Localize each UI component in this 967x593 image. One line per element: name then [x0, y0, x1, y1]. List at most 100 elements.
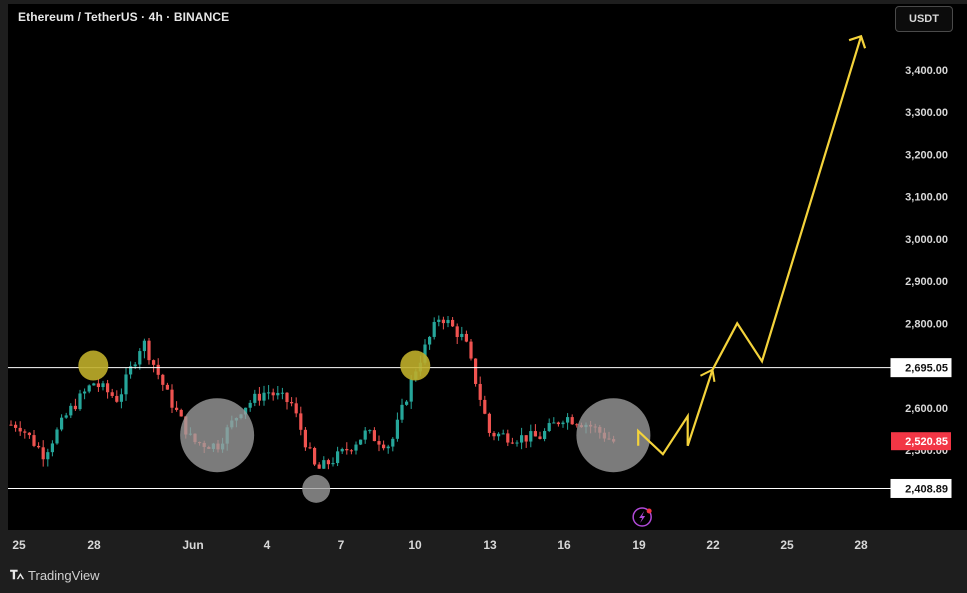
candle-body[interactable] [156, 364, 160, 375]
candle-body[interactable] [9, 424, 13, 426]
candle-body[interactable] [492, 432, 496, 437]
currency-button[interactable]: USDT [895, 6, 953, 32]
yellow-circle-marker[interactable] [78, 350, 109, 381]
candle-body[interactable] [556, 422, 560, 425]
candle-body[interactable] [446, 319, 450, 324]
candle-body[interactable] [133, 364, 137, 367]
candle-body[interactable] [73, 405, 77, 410]
candle-body[interactable] [326, 460, 330, 465]
candle-body[interactable] [46, 452, 50, 460]
candle-body[interactable] [349, 450, 353, 452]
candle-body[interactable] [377, 441, 381, 445]
candle-body[interactable] [524, 435, 528, 442]
candle-body[interactable] [464, 333, 468, 342]
candle-body[interactable] [152, 360, 156, 365]
candle-body[interactable] [552, 422, 556, 424]
candle-body[interactable] [253, 393, 257, 403]
candle-body[interactable] [271, 392, 275, 396]
candle-body[interactable] [23, 431, 27, 433]
candle-body[interactable] [515, 442, 519, 444]
candle-body[interactable] [570, 417, 574, 425]
candle-body[interactable] [276, 392, 280, 396]
candle-body[interactable] [60, 417, 64, 430]
candle-body[interactable] [405, 401, 409, 405]
candle-body[interactable] [566, 417, 570, 423]
candle-body[interactable] [14, 424, 18, 428]
candle-body[interactable] [115, 395, 119, 402]
candle-body[interactable] [395, 419, 399, 439]
candle-body[interactable] [469, 341, 473, 359]
candle-body[interactable] [175, 407, 179, 410]
candle-body[interactable] [32, 435, 36, 446]
candle-body[interactable] [372, 430, 376, 442]
candle-body[interactable] [506, 433, 510, 443]
candle-body[interactable] [303, 429, 307, 448]
candle-body[interactable] [55, 429, 59, 444]
candle-body[interactable] [483, 399, 487, 414]
candle-body[interactable] [129, 366, 133, 375]
candle-body[interactable] [322, 460, 326, 469]
candle-body[interactable] [497, 433, 501, 437]
candle-body[interactable] [478, 383, 482, 400]
candle-body[interactable] [428, 336, 432, 345]
candle-body[interactable] [533, 431, 537, 437]
candle-body[interactable] [391, 438, 395, 447]
candle-body[interactable] [340, 448, 344, 452]
candle-body[interactable] [244, 407, 248, 415]
candle-body[interactable] [382, 444, 386, 449]
candle-body[interactable] [170, 389, 174, 408]
candle-body[interactable] [487, 413, 491, 433]
candle-body[interactable] [547, 423, 551, 431]
candle-body[interactable] [336, 451, 340, 464]
candle-body[interactable] [87, 385, 91, 392]
candle-body[interactable] [538, 436, 542, 439]
candle-body[interactable] [41, 447, 45, 460]
gray-circle-marker[interactable] [302, 474, 331, 503]
footer-brand[interactable]: 𝐓∧ TradingView [10, 566, 100, 584]
candle-body[interactable] [368, 430, 372, 432]
candle-body[interactable] [561, 422, 565, 425]
candle-body[interactable] [37, 445, 41, 448]
candle-body[interactable] [432, 321, 436, 337]
candle-body[interactable] [299, 413, 303, 430]
candle-body[interactable] [345, 448, 349, 451]
candle-body[interactable] [165, 384, 169, 390]
candle-body[interactable] [354, 444, 358, 451]
candle-body[interactable] [92, 383, 96, 386]
candle-body[interactable] [262, 392, 266, 401]
candle-body[interactable] [280, 392, 284, 394]
candle-body[interactable] [83, 391, 87, 394]
candle-body[interactable] [510, 442, 514, 444]
candle-body[interactable] [161, 374, 165, 385]
candle-body[interactable] [575, 424, 579, 426]
candle-body[interactable] [285, 392, 289, 403]
candle-body[interactable] [69, 405, 73, 416]
gray-circle-marker[interactable] [180, 398, 255, 473]
candle-body[interactable] [331, 463, 335, 465]
candle-body[interactable] [179, 409, 183, 417]
candle-body[interactable] [409, 379, 413, 402]
candle-body[interactable] [451, 319, 455, 327]
gray-circle-marker[interactable] [576, 398, 651, 473]
candle-body[interactable] [119, 394, 123, 402]
candle-body[interactable] [96, 383, 100, 388]
candle-body[interactable] [317, 464, 321, 469]
candle-body[interactable] [441, 319, 445, 324]
candle-body[interactable] [423, 344, 427, 363]
candle-body[interactable] [290, 402, 294, 404]
yellow-circle-marker[interactable] [400, 350, 431, 381]
candle-body[interactable] [400, 404, 404, 420]
candle-body[interactable] [18, 427, 22, 432]
candle-body[interactable] [308, 447, 312, 449]
candle-body[interactable] [437, 319, 441, 322]
candle-body[interactable] [294, 403, 298, 414]
lightning-event-icon[interactable] [632, 507, 652, 527]
candle-body[interactable] [124, 374, 128, 395]
candle-body[interactable] [101, 383, 105, 388]
candle-body[interactable] [142, 340, 146, 352]
candle-body[interactable] [543, 430, 547, 439]
candle-body[interactable] [50, 443, 54, 453]
projection-path[interactable] [637, 35, 863, 456]
candle-body[interactable] [138, 351, 142, 365]
